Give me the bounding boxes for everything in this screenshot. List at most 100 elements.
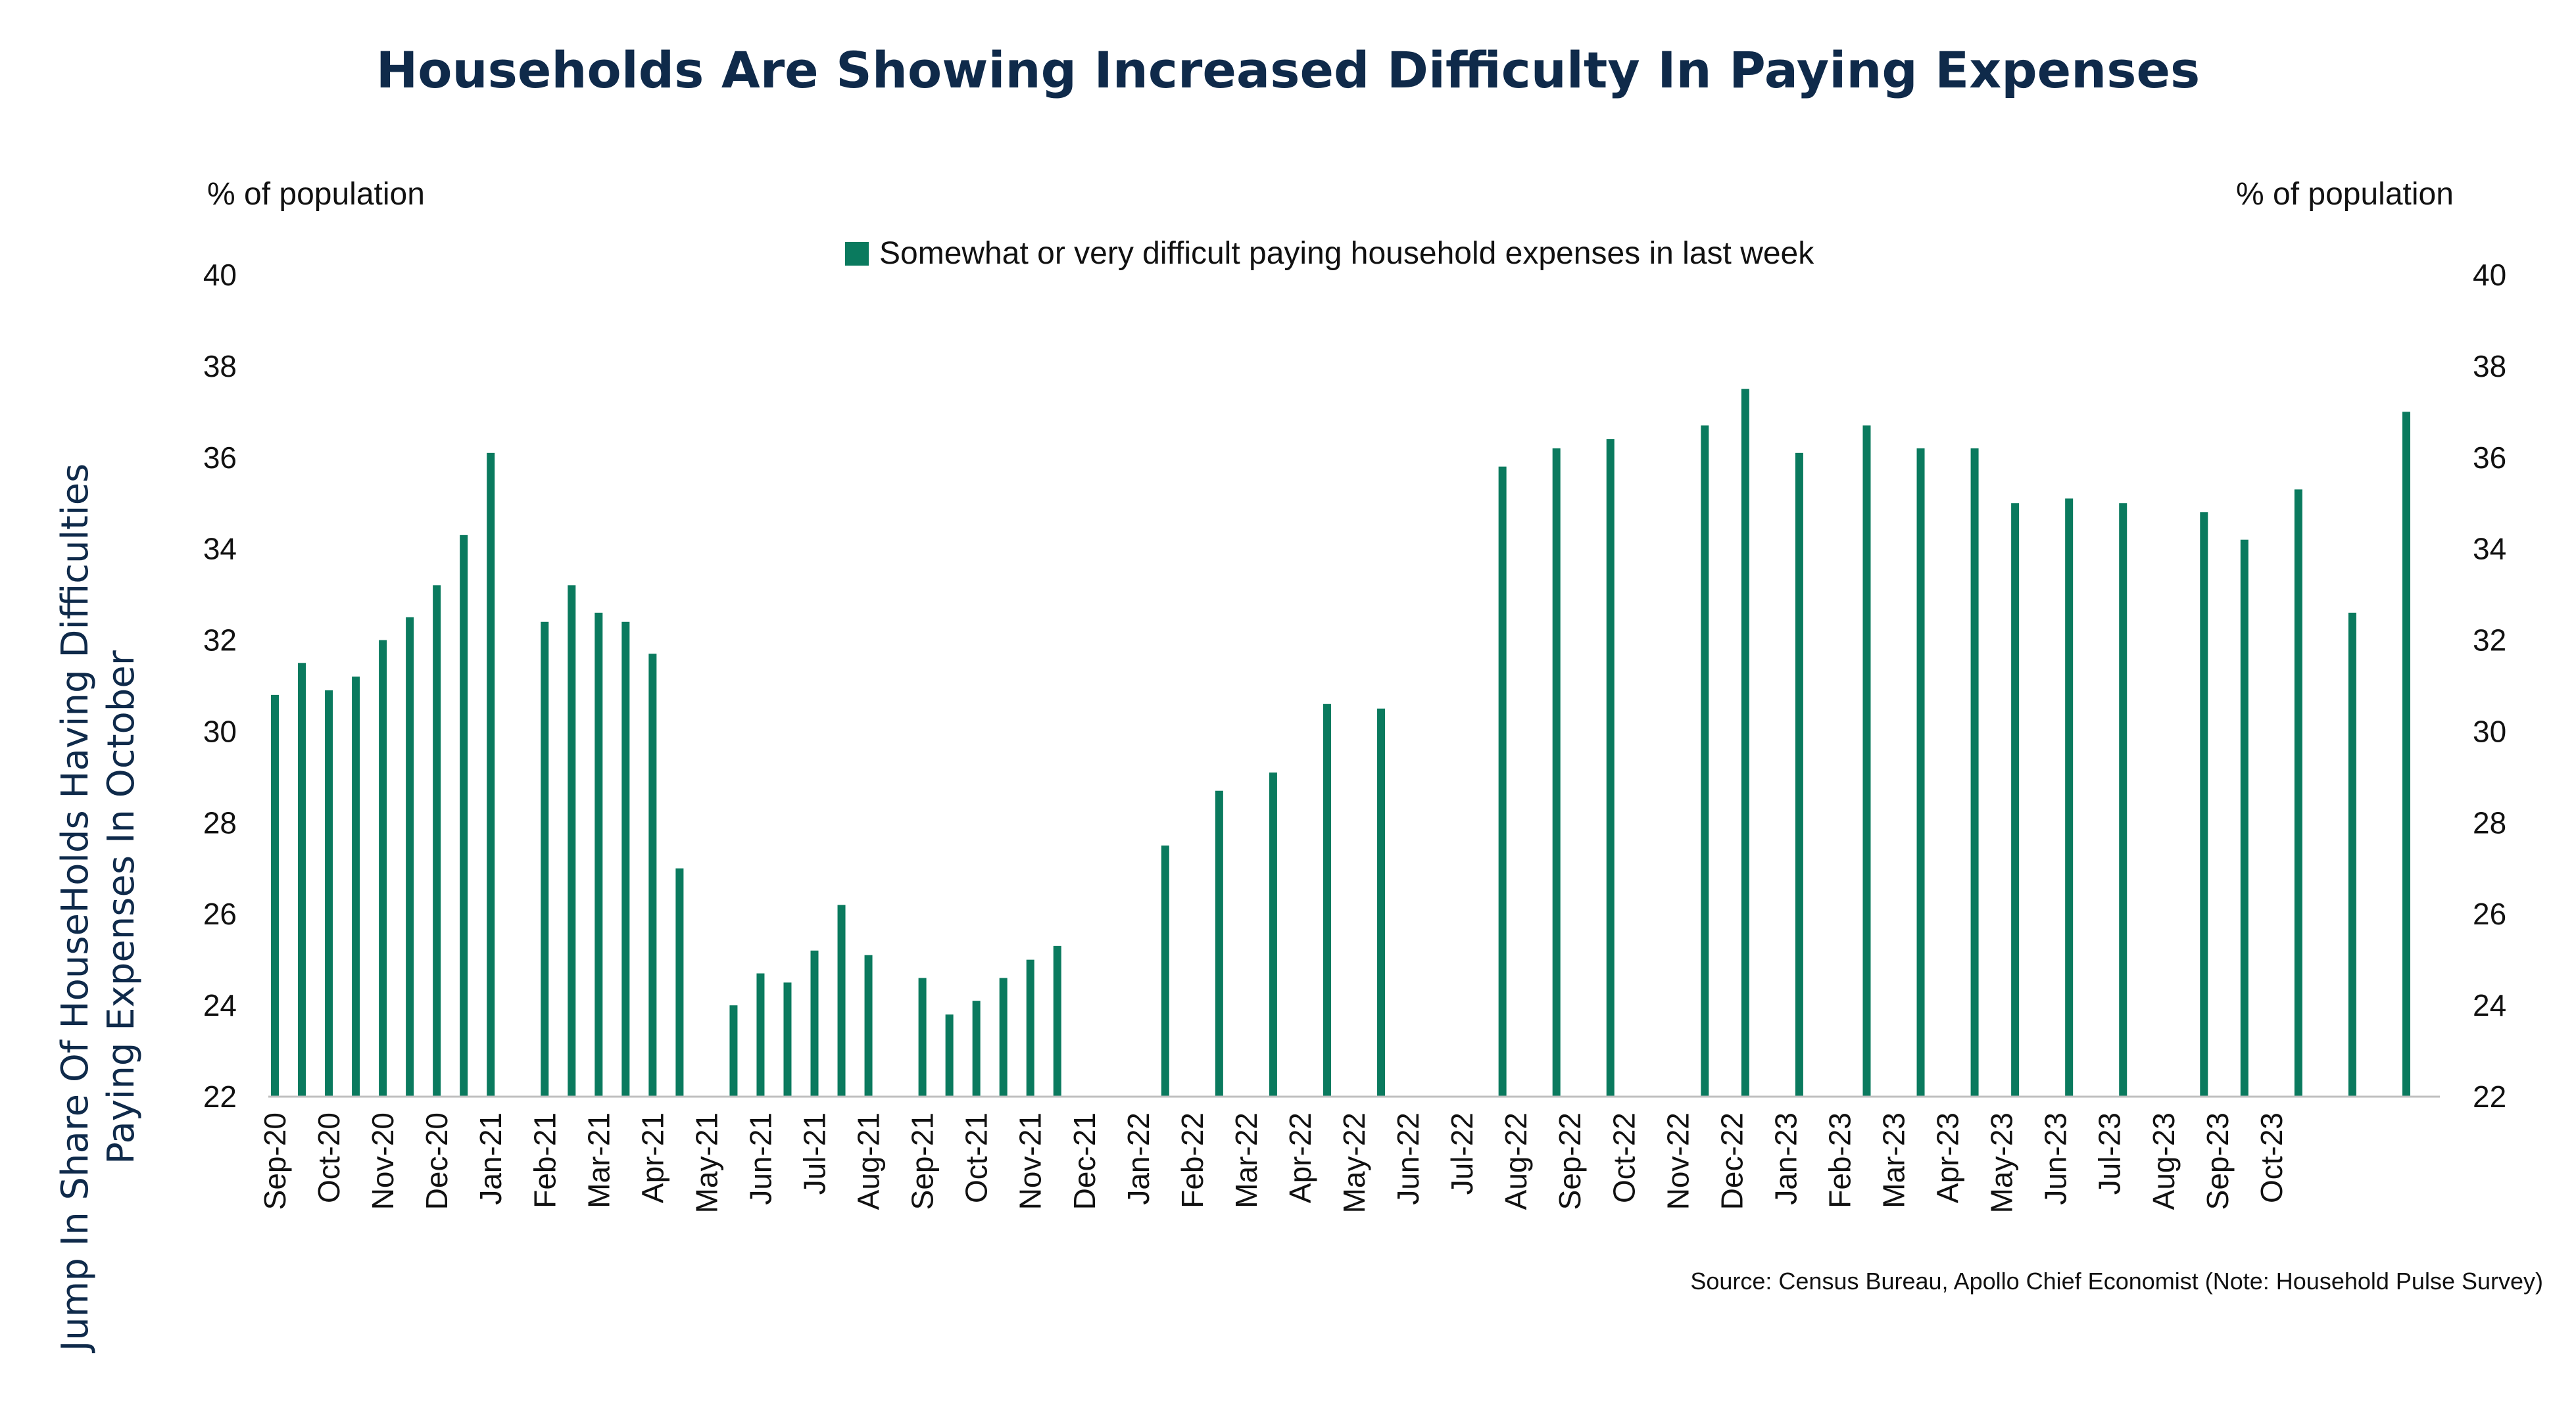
x-tick-label: Sep-23 <box>2200 1112 2235 1210</box>
x-tick-label: Mar-23 <box>1877 1112 1911 1208</box>
x-tick-label: Aug-21 <box>852 1112 886 1210</box>
y-tick-left: 38 <box>203 349 237 383</box>
bar <box>541 621 549 1097</box>
y-tick-left: 32 <box>203 623 237 657</box>
bar <box>406 617 414 1097</box>
x-tick-label: Sep-20 <box>258 1112 292 1210</box>
bar <box>433 585 441 1097</box>
bar <box>918 978 927 1097</box>
x-tick-label: Jan-23 <box>1768 1112 1803 1205</box>
legend-label: Somewhat or very difficult paying househ… <box>879 236 1814 271</box>
x-tick-label: Dec-22 <box>1714 1112 1749 1210</box>
bar <box>1053 945 1061 1097</box>
y-tick-left: 36 <box>203 441 237 475</box>
y-tick-left: 40 <box>203 258 237 292</box>
bar <box>2294 489 2302 1097</box>
bar <box>460 535 468 1097</box>
y-tick-right: 32 <box>2473 623 2506 657</box>
y-tick-right: 38 <box>2473 349 2506 383</box>
bar <box>1161 846 1169 1097</box>
y-tick-right: 40 <box>2473 258 2506 292</box>
axes-group: 22 22 24 24 26 26 28 28 30 30 32 32 34 34 36 36 38 38 40 40… <box>203 258 2506 1213</box>
bar <box>487 452 495 1097</box>
bar <box>2348 612 2356 1097</box>
x-tick-label: Jan-21 <box>474 1112 508 1205</box>
bar <box>1916 448 1925 1097</box>
x-tick-label: Dec-21 <box>1067 1112 1102 1210</box>
bar <box>2402 412 2410 1097</box>
bar <box>1026 959 1034 1097</box>
y-tick-right: 36 <box>2473 441 2506 475</box>
bar <box>1215 790 1223 1097</box>
bar <box>1323 704 1331 1097</box>
bar <box>2119 503 2127 1097</box>
y-tick-right: 34 <box>2473 532 2506 566</box>
x-tick-label: Feb-21 <box>527 1112 562 1208</box>
chart-title: Households Are Showing Increased Difficu… <box>376 41 2200 99</box>
x-tick-label: Nov-22 <box>1661 1112 1695 1210</box>
source-note: Source: Census Bureau, Apollo Chief Econ… <box>1690 1268 2543 1295</box>
x-tick-label: Nov-20 <box>366 1112 400 1210</box>
x-tick-label: Oct-22 <box>1607 1112 1641 1203</box>
bar <box>1606 439 1615 1097</box>
bar <box>621 621 630 1097</box>
bar <box>568 585 576 1097</box>
bar <box>271 694 279 1097</box>
bar <box>837 905 846 1097</box>
bar <box>1862 425 1871 1097</box>
x-tick-label: Apr-21 <box>635 1112 669 1203</box>
y-tick-left: 22 <box>203 1080 237 1114</box>
bar <box>1970 448 1979 1097</box>
bar <box>379 640 387 1097</box>
bar <box>1498 466 1507 1097</box>
bar <box>2065 498 2074 1097</box>
y-tick-left: 28 <box>203 805 237 840</box>
bar <box>756 973 765 1097</box>
x-tick-label: Oct-21 <box>960 1112 994 1203</box>
x-tick-label: Jan-22 <box>1121 1112 1155 1205</box>
y-tick-left: 34 <box>203 532 237 566</box>
bar <box>864 955 873 1097</box>
legend: Somewhat or very difficult paying househ… <box>845 235 1814 272</box>
bar <box>648 654 657 1097</box>
left-axis-unit: % of population <box>207 177 425 212</box>
bar <box>352 677 360 1097</box>
x-tick-label: Jul-22 <box>1445 1112 1479 1195</box>
bar <box>999 978 1008 1097</box>
bar-chart: 22 22 24 24 26 26 28 28 30 30 32 32 34 34 36 36 38 38 40 40… <box>203 258 2506 1213</box>
x-tick-label: Jun-23 <box>2039 1112 2073 1205</box>
bar <box>783 982 792 1097</box>
x-tick-label: Sep-21 <box>906 1112 940 1210</box>
bar <box>729 1005 738 1097</box>
bar <box>2011 503 2020 1097</box>
x-tick-label: Oct-23 <box>2254 1112 2289 1203</box>
bar <box>1741 389 1749 1097</box>
bar <box>1269 772 1277 1097</box>
bar <box>2200 512 2208 1097</box>
bar <box>945 1014 954 1097</box>
y-tick-right: 22 <box>2473 1080 2506 1114</box>
bar <box>1377 708 1386 1097</box>
legend-swatch <box>845 241 869 266</box>
bar <box>2240 539 2248 1097</box>
y-tick-left: 26 <box>203 897 237 931</box>
bar <box>972 1001 981 1097</box>
bar <box>810 950 819 1097</box>
x-tick-label: Feb-22 <box>1175 1112 1209 1208</box>
x-tick-label: May-21 <box>689 1112 723 1213</box>
x-tick-label: Aug-23 <box>2147 1112 2181 1210</box>
x-tick-label: Jul-21 <box>798 1112 832 1195</box>
x-tick-label: Apr-23 <box>1931 1112 1965 1203</box>
y-tick-right: 24 <box>2473 988 2506 1022</box>
x-tick-label: Oct-20 <box>312 1112 346 1203</box>
x-tick-label: May-23 <box>1985 1112 2019 1213</box>
bars-group <box>271 389 2410 1097</box>
bar <box>1701 425 1709 1097</box>
y-tick-right: 28 <box>2473 805 2506 840</box>
x-tick-label: Sep-22 <box>1553 1112 1587 1210</box>
x-tick-label: Feb-23 <box>1822 1112 1857 1208</box>
x-tick-label: Jun-21 <box>743 1112 777 1205</box>
x-tick-label: Jun-22 <box>1391 1112 1425 1205</box>
x-tick-label: Aug-22 <box>1499 1112 1533 1210</box>
y-tick-right: 26 <box>2473 897 2506 931</box>
